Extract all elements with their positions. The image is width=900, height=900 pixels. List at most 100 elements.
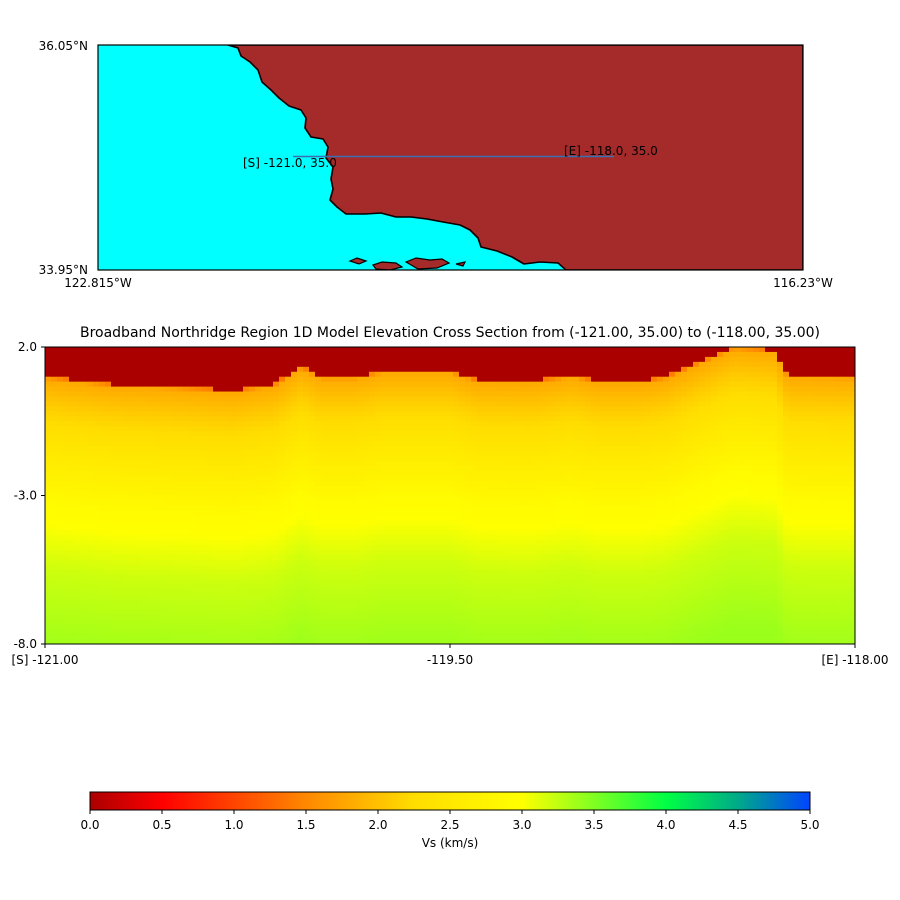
heatmap-cell: [183, 594, 190, 601]
heatmap-cell: [201, 589, 208, 596]
heatmap-cell: [339, 485, 346, 492]
heatmap-cell: [441, 361, 448, 368]
heatmap-cell: [405, 564, 412, 571]
heatmap-cell: [513, 416, 520, 422]
heatmap-cell: [339, 569, 346, 576]
heatmap-cell: [471, 376, 478, 383]
heatmap-cell: [285, 619, 292, 625]
heatmap-cell: [531, 535, 538, 541]
heatmap-cell: [477, 495, 484, 502]
heatmap-cell: [375, 545, 382, 551]
heatmap-cell: [399, 614, 406, 620]
heatmap-cell: [495, 629, 502, 635]
heatmap-cell: [519, 485, 526, 492]
heatmap-cell: [81, 594, 88, 601]
heatmap-cell: [357, 470, 364, 477]
heatmap-cell: [279, 366, 286, 373]
heatmap-cell: [333, 639, 340, 644]
heatmap-cell: [267, 549, 274, 556]
heatmap-cell: [489, 604, 496, 610]
heatmap-cell: [309, 421, 316, 427]
heatmap-cell: [129, 356, 136, 363]
heatmap-cell: [297, 604, 304, 610]
heatmap-cell: [351, 579, 358, 586]
heatmap-cell: [447, 495, 454, 502]
heatmap-cell: [153, 480, 160, 487]
heatmap-cell: [405, 416, 412, 422]
heatmap-cell: [57, 475, 64, 482]
heatmap-cell: [147, 347, 154, 353]
heatmap-cell: [369, 559, 376, 566]
heatmap-cell: [237, 604, 244, 610]
heatmap-cell: [141, 485, 148, 492]
heatmap-cell: [423, 460, 430, 467]
heatmap-cell: [435, 540, 442, 546]
heatmap-cell: [273, 465, 280, 472]
heatmap-cell: [465, 347, 472, 353]
heatmap-cell: [495, 480, 502, 487]
heatmap-cell: [171, 515, 178, 521]
heatmap-cell: [483, 510, 490, 516]
heatmap-cell: [459, 470, 466, 477]
heatmap-cell: [147, 554, 154, 561]
heatmap-cell: [459, 446, 466, 452]
heatmap-cell: [63, 609, 70, 615]
heatmap-cell: [45, 475, 52, 482]
heatmap-cell: [45, 366, 52, 373]
heatmap-cell: [57, 574, 64, 581]
heatmap-cell: [531, 520, 538, 526]
heatmap-cell: [249, 465, 256, 472]
heatmap-cell: [477, 376, 484, 383]
heatmap-cell: [111, 569, 118, 576]
heatmap-cell: [273, 421, 280, 427]
heatmap-cell: [411, 604, 418, 610]
heatmap-cell: [477, 515, 484, 521]
heatmap-cell: [147, 584, 154, 591]
heatmap-cell: [291, 421, 298, 427]
heatmap-cell: [519, 639, 526, 644]
heatmap-cell: [267, 500, 274, 506]
heatmap-cell: [483, 426, 490, 432]
heatmap-cell: [159, 371, 166, 378]
heatmap-cell: [507, 629, 514, 635]
heatmap-cell: [417, 391, 424, 398]
heatmap-cell: [303, 584, 310, 591]
heatmap-cell: [249, 530, 256, 536]
heatmap-cell: [177, 351, 184, 358]
heatmap-cell: [327, 396, 334, 403]
heatmap-cell: [45, 574, 52, 581]
heatmap-cell: [453, 475, 460, 482]
heatmap-cell: [219, 634, 226, 640]
heatmap-cell: [489, 396, 496, 403]
heatmap-cell: [255, 604, 262, 610]
heatmap-cell: [507, 549, 514, 556]
heatmap-cell: [327, 639, 334, 644]
heatmap-cell: [315, 366, 322, 373]
heatmap-cell: [285, 559, 292, 566]
heatmap-cell: [195, 545, 202, 551]
heatmap-cell: [201, 431, 208, 437]
heatmap-cell: [243, 549, 250, 556]
heatmap-cell: [399, 594, 406, 601]
heatmap-cell: [81, 391, 88, 398]
heatmap-cell: [483, 381, 490, 388]
heatmap-cell: [171, 619, 178, 625]
heatmap-cell: [291, 634, 298, 640]
heatmap-cell: [531, 589, 538, 596]
heatmap-cell: [75, 579, 82, 586]
heatmap-cell: [507, 406, 514, 412]
heatmap-cell: [417, 386, 424, 393]
heatmap-cell: [93, 525, 100, 531]
heatmap-cell: [153, 579, 160, 586]
heatmap-cell: [315, 554, 322, 561]
heatmap-cell: [81, 505, 88, 511]
heatmap-cell: [201, 485, 208, 492]
heatmap-cell: [291, 599, 298, 605]
heatmap-cell: [273, 371, 280, 378]
heatmap-cell: [369, 549, 376, 556]
heatmap-cell: [261, 624, 268, 630]
heatmap-cell: [363, 421, 370, 427]
heatmap-cell: [501, 351, 508, 358]
heatmap-cell: [63, 554, 70, 561]
heatmap-cell: [483, 549, 490, 556]
